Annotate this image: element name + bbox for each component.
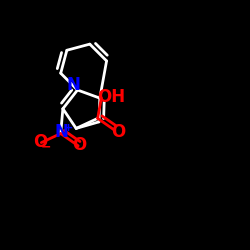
Text: +: + (64, 123, 73, 133)
Text: OH: OH (97, 88, 126, 106)
Text: O: O (33, 133, 47, 151)
Text: N: N (66, 76, 80, 94)
Text: O: O (72, 136, 86, 154)
Text: O: O (112, 122, 126, 140)
Text: N: N (55, 123, 69, 141)
Text: −: − (41, 140, 51, 153)
